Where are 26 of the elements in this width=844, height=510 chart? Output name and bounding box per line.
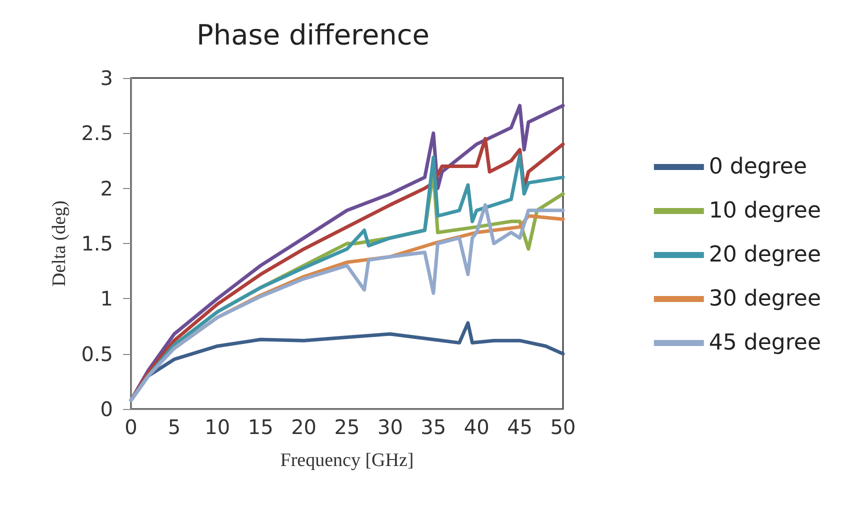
chart-title: Phase difference xyxy=(196,18,430,52)
x-tick-label: 45 xyxy=(507,415,533,439)
y-tick-label: 1.5 xyxy=(81,232,113,256)
x-axis-title: Frequency [GHz] xyxy=(280,450,414,471)
legend-label: 30 degree xyxy=(708,286,822,312)
y-axis-title: Delta (deg) xyxy=(49,200,70,286)
x-tick-label: 0 xyxy=(124,415,138,439)
y-tick-label: 3 xyxy=(100,66,113,90)
legend-label: 45 degree xyxy=(708,330,822,356)
x-tick-label: 35 xyxy=(420,415,446,439)
x-tick-label: 40 xyxy=(464,415,490,439)
y-tick-label: 0 xyxy=(100,397,113,421)
y-tick-label: 2.5 xyxy=(81,121,113,146)
legend-label: 10 degree xyxy=(708,198,822,224)
x-tick-label: 50 xyxy=(550,415,576,439)
x-tick-label: 15 xyxy=(248,415,274,439)
x-tick-label: 5 xyxy=(168,415,181,439)
x-tick-label: 25 xyxy=(334,415,360,439)
legend-label: 0 degree xyxy=(708,154,808,180)
x-tick-label: 30 xyxy=(377,415,403,439)
x-tick-label: 20 xyxy=(291,415,317,439)
y-tick-label: 2 xyxy=(100,176,113,200)
y-tick-label: 1 xyxy=(100,286,113,311)
legend-label: 20 degree xyxy=(708,242,822,268)
x-tick-label: 10 xyxy=(204,415,230,439)
y-tick-label: 0.5 xyxy=(81,342,113,366)
